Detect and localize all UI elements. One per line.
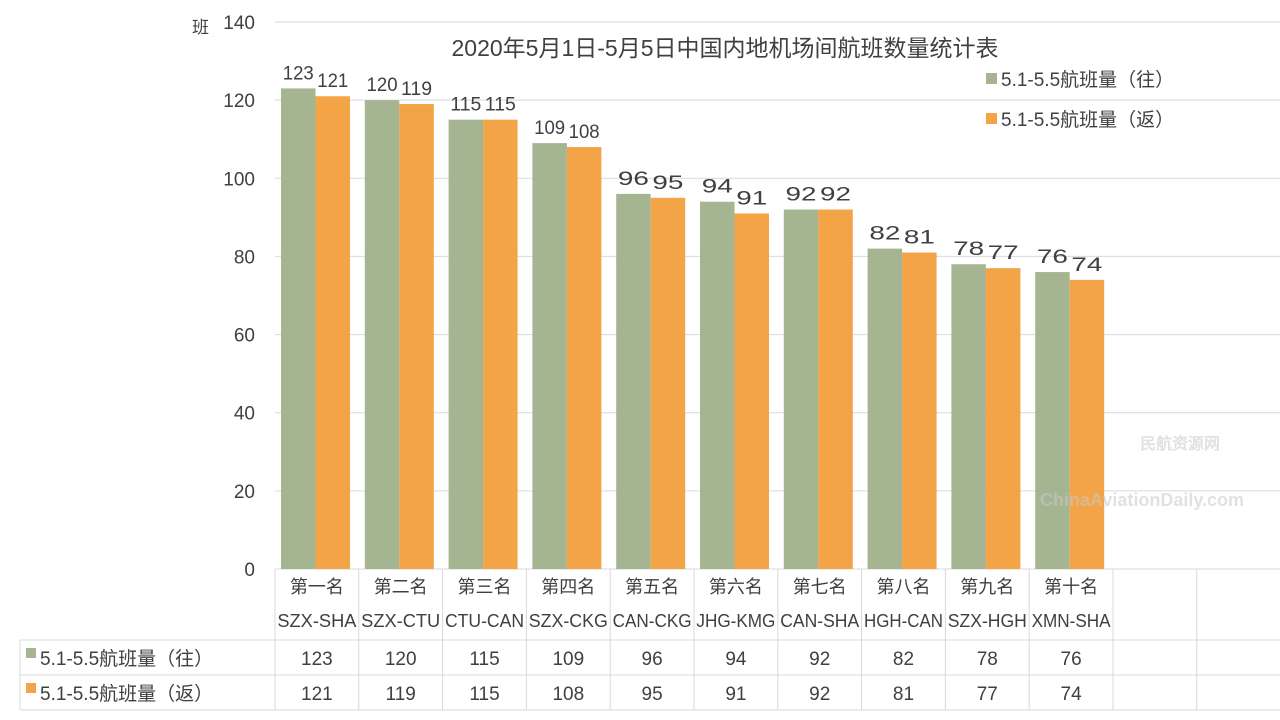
- route-label: CAN-SHA: [780, 611, 859, 631]
- route-label: SZX-CKG: [529, 611, 608, 631]
- table-value: 115: [469, 649, 499, 670]
- data-label: 123: [283, 63, 314, 84]
- table-value: 120: [385, 649, 417, 670]
- data-label: 92: [820, 185, 851, 206]
- table-series-label: 5.1-5.5航班量（往）: [40, 648, 213, 670]
- category-label: 第八名: [877, 577, 931, 597]
- route-label: SZX-SHA: [277, 611, 356, 631]
- bar-outbound: [532, 143, 567, 569]
- data-label: 96: [618, 169, 649, 190]
- table-value: 109: [552, 649, 584, 670]
- y-tick-label: 80: [234, 247, 255, 268]
- legend-swatch: [986, 113, 997, 124]
- table-value: 82: [893, 649, 914, 670]
- table-series-label: 5.1-5.5航班量（返）: [40, 683, 213, 705]
- y-axis-label: 班: [192, 18, 209, 37]
- legend-label: 5.1-5.5航班量（往）: [1001, 69, 1174, 91]
- category-label: 第三名: [458, 577, 512, 597]
- route-label: SZX-HGH: [948, 611, 1027, 631]
- bar-outbound: [281, 88, 316, 570]
- route-label: CAN-CKG: [613, 611, 692, 631]
- bar-return: [818, 209, 853, 570]
- bar-return: [985, 268, 1021, 569]
- table-value: 121: [301, 684, 333, 705]
- table-value: 95: [642, 684, 663, 705]
- category-label: 第七名: [793, 577, 847, 597]
- route-label: HGH-CAN: [864, 611, 943, 631]
- data-label: 115: [450, 95, 481, 116]
- table-value: 108: [552, 684, 584, 705]
- bar-return: [902, 252, 937, 569]
- category-label: 第五名: [625, 577, 679, 597]
- bar-outbound: [783, 209, 819, 570]
- table-value: 94: [725, 649, 747, 670]
- category-label: 第一名: [290, 577, 344, 597]
- category-label: 第四名: [541, 577, 595, 597]
- y-tick-label: 0: [244, 560, 255, 581]
- data-label: 81: [904, 228, 935, 249]
- route-label: XMN-SHA: [1032, 611, 1111, 631]
- table-legend-swatch: [26, 683, 36, 693]
- bar-outbound: [951, 264, 986, 569]
- data-label: 92: [786, 185, 817, 206]
- bar-outbound: [1035, 272, 1070, 569]
- bar-outbound: [867, 248, 903, 569]
- table-value: 74: [1061, 684, 1083, 705]
- data-label: 76: [1037, 247, 1068, 268]
- y-tick-label: 100: [223, 169, 255, 190]
- y-tick-label: 120: [223, 91, 255, 112]
- data-label: 77: [988, 243, 1019, 264]
- route-label: JHG-KMG: [696, 611, 775, 631]
- data-label: 121: [317, 71, 348, 92]
- table-value: 91: [725, 684, 746, 705]
- bar-outbound: [448, 119, 484, 569]
- category-label: 第二名: [374, 577, 428, 597]
- table-value: 77: [977, 684, 998, 705]
- data-label: 95: [652, 173, 683, 194]
- table-value: 123: [301, 649, 333, 670]
- bar-outbound: [700, 201, 735, 569]
- data-label: 94: [702, 177, 734, 198]
- table-value: 96: [642, 649, 663, 670]
- category-label: 第六名: [709, 577, 763, 597]
- route-label: SZX-CTU: [361, 611, 440, 631]
- bar-return: [399, 104, 434, 570]
- y-tick-label: 60: [234, 326, 255, 347]
- category-label: 第九名: [960, 577, 1014, 597]
- bar-outbound: [364, 100, 400, 570]
- data-label: 119: [401, 79, 432, 100]
- table-value: 92: [809, 649, 830, 670]
- bar-return: [734, 213, 769, 569]
- y-tick-label: 140: [223, 13, 255, 34]
- table-value: 78: [977, 649, 998, 670]
- legend-swatch: [986, 73, 997, 84]
- bar-return: [650, 197, 686, 570]
- bar-return: [1069, 279, 1105, 569]
- table-value: 115: [469, 684, 499, 705]
- data-label: 108: [569, 122, 600, 143]
- table-value: 76: [1061, 649, 1082, 670]
- table-value: 81: [893, 684, 914, 705]
- y-tick-label: 40: [234, 404, 255, 425]
- table-value: 92: [809, 684, 830, 705]
- bar-return: [483, 119, 518, 569]
- chart-title: 2020年5月1日-5月5日中国内地机场间航班数量统计表: [452, 35, 999, 61]
- y-tick-label: 20: [234, 482, 255, 503]
- data-label: 115: [485, 95, 516, 116]
- data-label: 74: [1071, 255, 1103, 276]
- table-legend-swatch: [26, 648, 36, 658]
- data-label: 82: [869, 224, 900, 245]
- category-label: 第十名: [1044, 577, 1098, 597]
- bar-return: [566, 147, 602, 569]
- data-label: 78: [953, 239, 984, 260]
- legend-label: 5.1-5.5航班量（返）: [1001, 109, 1174, 131]
- data-label: 91: [736, 188, 767, 209]
- bar-return: [315, 96, 350, 569]
- data-label: 120: [367, 75, 398, 96]
- bar-outbound: [616, 193, 651, 569]
- data-label: 109: [534, 118, 565, 139]
- route-label: CTU-CAN: [445, 611, 524, 631]
- table-value: 119: [386, 684, 416, 705]
